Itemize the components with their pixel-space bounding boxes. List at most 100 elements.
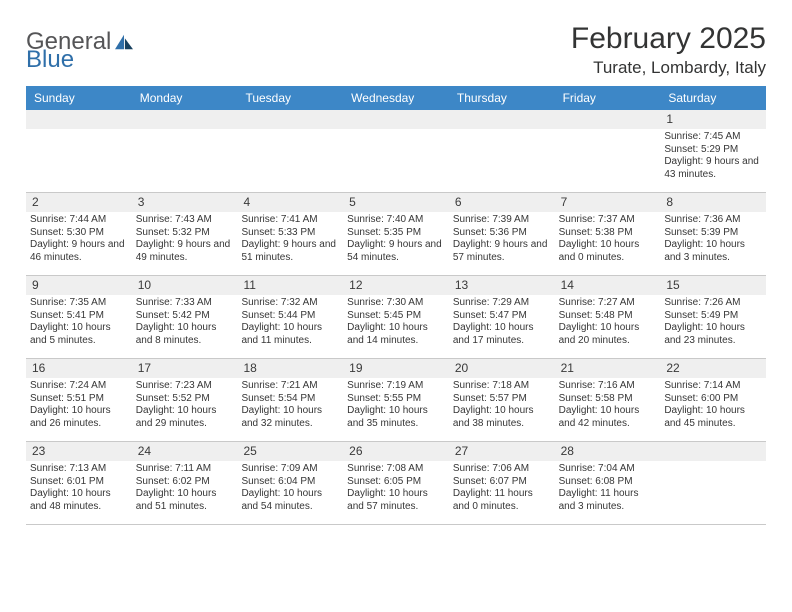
day-detail-line: Daylight: 10 hours and 35 minutes.	[347, 405, 445, 430]
calendar-cell: 17Sunrise: 7:23 AMSunset: 5:52 PMDayligh…	[132, 359, 238, 441]
calendar-cell: 23Sunrise: 7:13 AMSunset: 6:01 PMDayligh…	[26, 442, 132, 524]
calendar-cell: 25 Sunrise: 7:09 AMSunset: 6:04 PMDayligh…	[237, 442, 343, 524]
day-detail-line: Sunrise: 7:27 AM	[559, 297, 657, 310]
day-detail-line: Sunrise: 7:14 AM	[664, 380, 762, 393]
day-detail-line: Daylight: 9 hours and 51 minutes.	[241, 239, 339, 264]
day-detail-line: Sunrise: 7:44 AM	[30, 214, 128, 227]
calendar-cell: 6Sunrise: 7:39 AMSunset: 5:36 PMDaylight…	[449, 193, 555, 275]
calendar-cell: 2Sunrise: 7:44 AMSunset: 5:30 PMDaylight…	[26, 193, 132, 275]
day-detail-line: Sunset: 6:02 PM	[136, 476, 234, 489]
day-number: 14	[555, 276, 661, 295]
calendar-cell: 1Sunrise: 7:45 AMSunset: 5:29 PMDaylight…	[660, 110, 766, 192]
day-detail-line: Sunrise: 7:18 AM	[453, 380, 551, 393]
day-detail-line: Sunrise: 7:23 AM	[136, 380, 234, 393]
day-detail-line: Sunrise: 7:04 AM	[559, 463, 657, 476]
day-number: 12	[343, 276, 449, 295]
calendar-week: 23 Sunrise: 7:13 AMSunset: 6:01 PM Dayligh…	[26, 442, 766, 525]
calendar-cell: 19Sunrise: 7:19 AMSunset: 5:55 PMDayligh…	[343, 359, 449, 441]
weekday-header: Saturday	[660, 86, 766, 110]
day-detail-line: Daylight: 10 hours and 14 minutes.	[347, 322, 445, 347]
day-number	[555, 110, 661, 129]
day-number: 1	[660, 110, 766, 129]
day-detail-line: Sunrise: 7:37 AM	[559, 214, 657, 227]
calendar-week: 9Sunrise: 7:35 AMSunset: 5:41 PMDaylight…	[26, 276, 766, 359]
day-detail-line: Sunset: 5:36 PM	[453, 227, 551, 240]
day-detail-line: Sunset: 5:52 PM	[136, 393, 234, 406]
day-number: 25	[237, 442, 343, 461]
day-detail-line: Sunset: 5:38 PM	[559, 227, 657, 240]
day-number: 28	[555, 442, 661, 461]
day-detail-line: Daylight: 11 hours and 3 minutes.	[559, 488, 657, 513]
day-detail-line: Daylight: 10 hours and 42 minutes.	[559, 405, 657, 430]
day-detail-line: Sunset: 6:07 PM	[453, 476, 551, 489]
weekday-header: Sunday	[26, 86, 132, 110]
day-detail-line: Sunset: 5:39 PM	[664, 227, 762, 240]
day-detail-line: Sunset: 5:32 PM	[136, 227, 234, 240]
day-detail-line: Sunrise: 7:11 AM	[136, 463, 234, 476]
calendar-cell	[660, 442, 766, 524]
day-detail-line: Sunset: 5:45 PM	[347, 310, 445, 323]
calendar-cell	[132, 110, 238, 192]
day-detail-line: Daylight: 10 hours and 17 minutes.	[453, 322, 551, 347]
calendar-cell: 4Sunrise: 7:41 AMSunset: 5:33 PMDaylight…	[237, 193, 343, 275]
weekday-header: Tuesday	[237, 86, 343, 110]
calendar-cell	[343, 110, 449, 192]
day-detail-line: Sunrise: 7:32 AM	[241, 297, 339, 310]
day-detail-line: Daylight: 9 hours and 43 minutes.	[664, 156, 762, 181]
day-detail-line: Sunrise: 7:40 AM	[347, 214, 445, 227]
day-detail-line: Sunset: 5:29 PM	[664, 144, 762, 157]
calendar-cell: 10Sunrise: 7:33 AMSunset: 5:42 PMDayligh…	[132, 276, 238, 358]
calendar-grid: 1Sunrise: 7:45 AMSunset: 5:29 PMDaylight…	[26, 110, 766, 525]
weekday-header: Friday	[555, 86, 661, 110]
calendar-cell	[26, 110, 132, 192]
day-detail-line: Sunrise: 7:30 AM	[347, 297, 445, 310]
calendar-cell: 9Sunrise: 7:35 AMSunset: 5:41 PMDaylight…	[26, 276, 132, 358]
day-detail-line: Daylight: 10 hours and 26 minutes.	[30, 405, 128, 430]
day-number	[26, 110, 132, 129]
day-detail-line: Sunrise: 7:13 AM	[30, 463, 128, 476]
calendar-week: 1Sunrise: 7:45 AMSunset: 5:29 PMDaylight…	[26, 110, 766, 193]
day-detail-line: Sunrise: 7:26 AM	[664, 297, 762, 310]
day-number: 5	[343, 193, 449, 212]
calendar-cell: 11Sunrise: 7:32 AMSunset: 5:44 PMDayligh…	[237, 276, 343, 358]
day-detail-line: Daylight: 10 hours and 20 minutes.	[559, 322, 657, 347]
calendar-cell: 24 Sunrise: 7:11 AMSunset: 6:02 PMDayligh…	[132, 442, 238, 524]
calendar-week: 16Sunrise: 7:24 AMSunset: 5:51 PMDayligh…	[26, 359, 766, 442]
day-detail-line: Daylight: 10 hours and 51 minutes.	[136, 488, 234, 513]
day-number: 11	[237, 276, 343, 295]
weekday-header: Monday	[132, 86, 238, 110]
calendar-cell: 14Sunrise: 7:27 AMSunset: 5:48 PMDayligh…	[555, 276, 661, 358]
day-number: 21	[555, 359, 661, 378]
day-detail-line: Sunrise: 7:29 AM	[453, 297, 551, 310]
day-number: 10	[132, 276, 238, 295]
day-detail-line: Sunrise: 7:24 AM	[30, 380, 128, 393]
day-detail-line: Sunrise: 7:33 AM	[136, 297, 234, 310]
day-detail-line: Daylight: 10 hours and 32 minutes.	[241, 405, 339, 430]
calendar-cell: 8Sunrise: 7:36 AMSunset: 5:39 PMDaylight…	[660, 193, 766, 275]
day-number: 2	[26, 193, 132, 212]
day-detail-line: Sunrise: 7:09 AM	[241, 463, 339, 476]
day-detail-line: Sunrise: 7:39 AM	[453, 214, 551, 227]
calendar-cell	[555, 110, 661, 192]
day-detail-line: Sunset: 5:44 PM	[241, 310, 339, 323]
day-detail-line: Sunrise: 7:21 AM	[241, 380, 339, 393]
calendar-cell: 13Sunrise: 7:29 AMSunset: 5:47 PMDayligh…	[449, 276, 555, 358]
day-detail-line: Sunset: 5:55 PM	[347, 393, 445, 406]
day-number: 7	[555, 193, 661, 212]
day-number: 16	[26, 359, 132, 378]
day-number: 24	[132, 442, 238, 461]
day-detail-line: Sunset: 5:41 PM	[30, 310, 128, 323]
day-detail-line: Sunrise: 7:43 AM	[136, 214, 234, 227]
day-detail-line: Sunset: 6:01 PM	[30, 476, 128, 489]
day-detail-line: Sunrise: 7:08 AM	[347, 463, 445, 476]
day-detail-line: Daylight: 10 hours and 54 minutes.	[241, 488, 339, 513]
day-detail-line: Sunset: 6:04 PM	[241, 476, 339, 489]
calendar-page: General February 2025 Turate, Lombardy, …	[0, 0, 792, 543]
day-detail-line: Sunrise: 7:36 AM	[664, 214, 762, 227]
calendar-cell: 7Sunrise: 7:37 AMSunset: 5:38 PMDaylight…	[555, 193, 661, 275]
calendar-cell: 15Sunrise: 7:26 AMSunset: 5:49 PMDayligh…	[660, 276, 766, 358]
day-number: 13	[449, 276, 555, 295]
calendar-cell: 20Sunrise: 7:18 AMSunset: 5:57 PMDayligh…	[449, 359, 555, 441]
calendar-cell	[449, 110, 555, 192]
day-number: 23	[26, 442, 132, 461]
